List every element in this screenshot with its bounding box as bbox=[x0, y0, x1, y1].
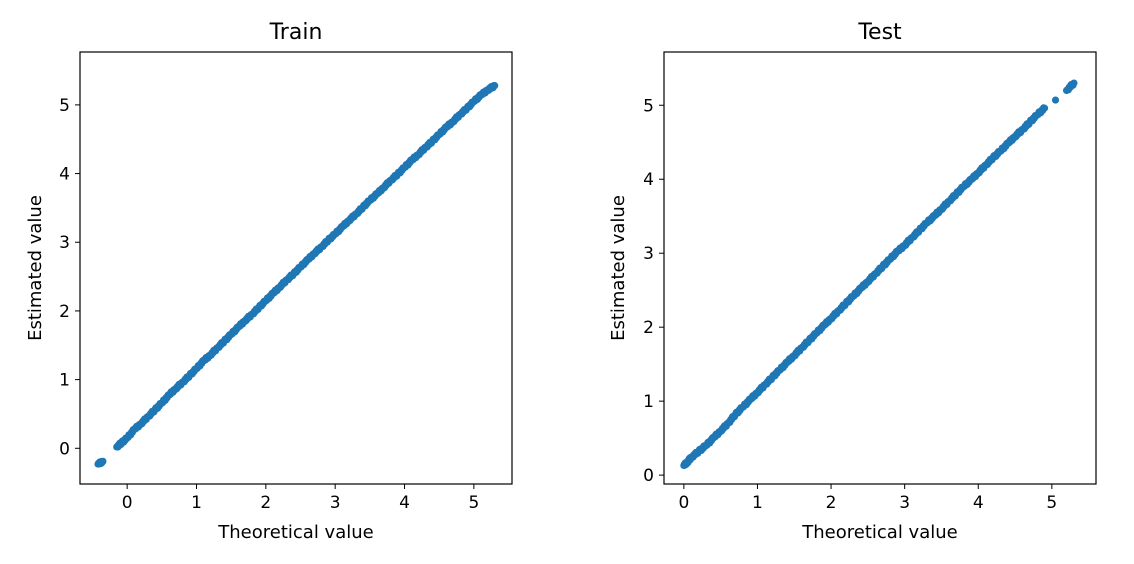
test-title: Test bbox=[857, 20, 902, 45]
test-x-tick-label: 1 bbox=[752, 493, 763, 513]
train-x-tick-label: 1 bbox=[191, 493, 202, 513]
test-ticks: 0 1 2 3 4 5 0 1 2 3 4 5 bbox=[643, 96, 1057, 513]
train-x-tick-label: 0 bbox=[122, 493, 133, 513]
train-y-tick-label: 5 bbox=[59, 96, 70, 116]
train-x-tick-label: 2 bbox=[260, 493, 271, 513]
test-x-tick-label: 4 bbox=[973, 493, 984, 513]
test-y-tick-label: 2 bbox=[643, 318, 654, 338]
train-title: Train bbox=[269, 20, 323, 45]
train-x-tick-label: 5 bbox=[468, 493, 479, 513]
train-y-tick-label: 2 bbox=[59, 302, 70, 322]
train-panel: Train 0 1 2 3 4 5 0 1 2 3 4 5 Theoretical value Est… bbox=[25, 20, 513, 543]
train-y-tick-label: 1 bbox=[59, 371, 70, 391]
train-point bbox=[491, 82, 499, 90]
train-x-tick-label: 4 bbox=[399, 493, 410, 513]
test-point bbox=[1051, 96, 1060, 104]
test-x-tick-label: 5 bbox=[1046, 493, 1057, 513]
train-x-axis-label: Theoretical value bbox=[217, 522, 373, 543]
train-ticks: 0 1 2 3 4 5 0 1 2 3 4 5 bbox=[59, 96, 479, 513]
test-x-axis-label: Theoretical value bbox=[801, 522, 957, 543]
train-x-tick-label: 3 bbox=[330, 493, 341, 513]
test-point bbox=[1040, 104, 1049, 112]
test-y-tick-label: 3 bbox=[643, 244, 654, 264]
test-panel: Test 0 1 2 3 4 5 0 1 2 3 4 5 Theoretical value Esti… bbox=[608, 20, 1097, 543]
test-points bbox=[680, 79, 1078, 470]
test-y-axis-label: Estimated value bbox=[608, 195, 629, 341]
train-y-tick-label: 0 bbox=[59, 439, 70, 459]
train-y-tick-label: 4 bbox=[59, 165, 70, 185]
test-x-tick-label: 0 bbox=[678, 493, 689, 513]
train-axes-frame bbox=[79, 51, 513, 485]
train-y-axis-label: Estimated value bbox=[25, 195, 46, 341]
train-y-tick-label: 3 bbox=[59, 233, 70, 253]
test-point bbox=[1070, 79, 1078, 87]
test-y-tick-label: 0 bbox=[643, 466, 654, 486]
test-y-tick-label: 4 bbox=[643, 170, 654, 190]
test-x-tick-label: 2 bbox=[826, 493, 837, 513]
test-x-tick-label: 3 bbox=[899, 493, 910, 513]
train-point bbox=[99, 457, 107, 465]
train-points bbox=[94, 82, 499, 468]
test-y-tick-label: 1 bbox=[643, 392, 654, 412]
test-axes-frame bbox=[663, 51, 1097, 485]
test-y-tick-label: 5 bbox=[643, 96, 654, 116]
